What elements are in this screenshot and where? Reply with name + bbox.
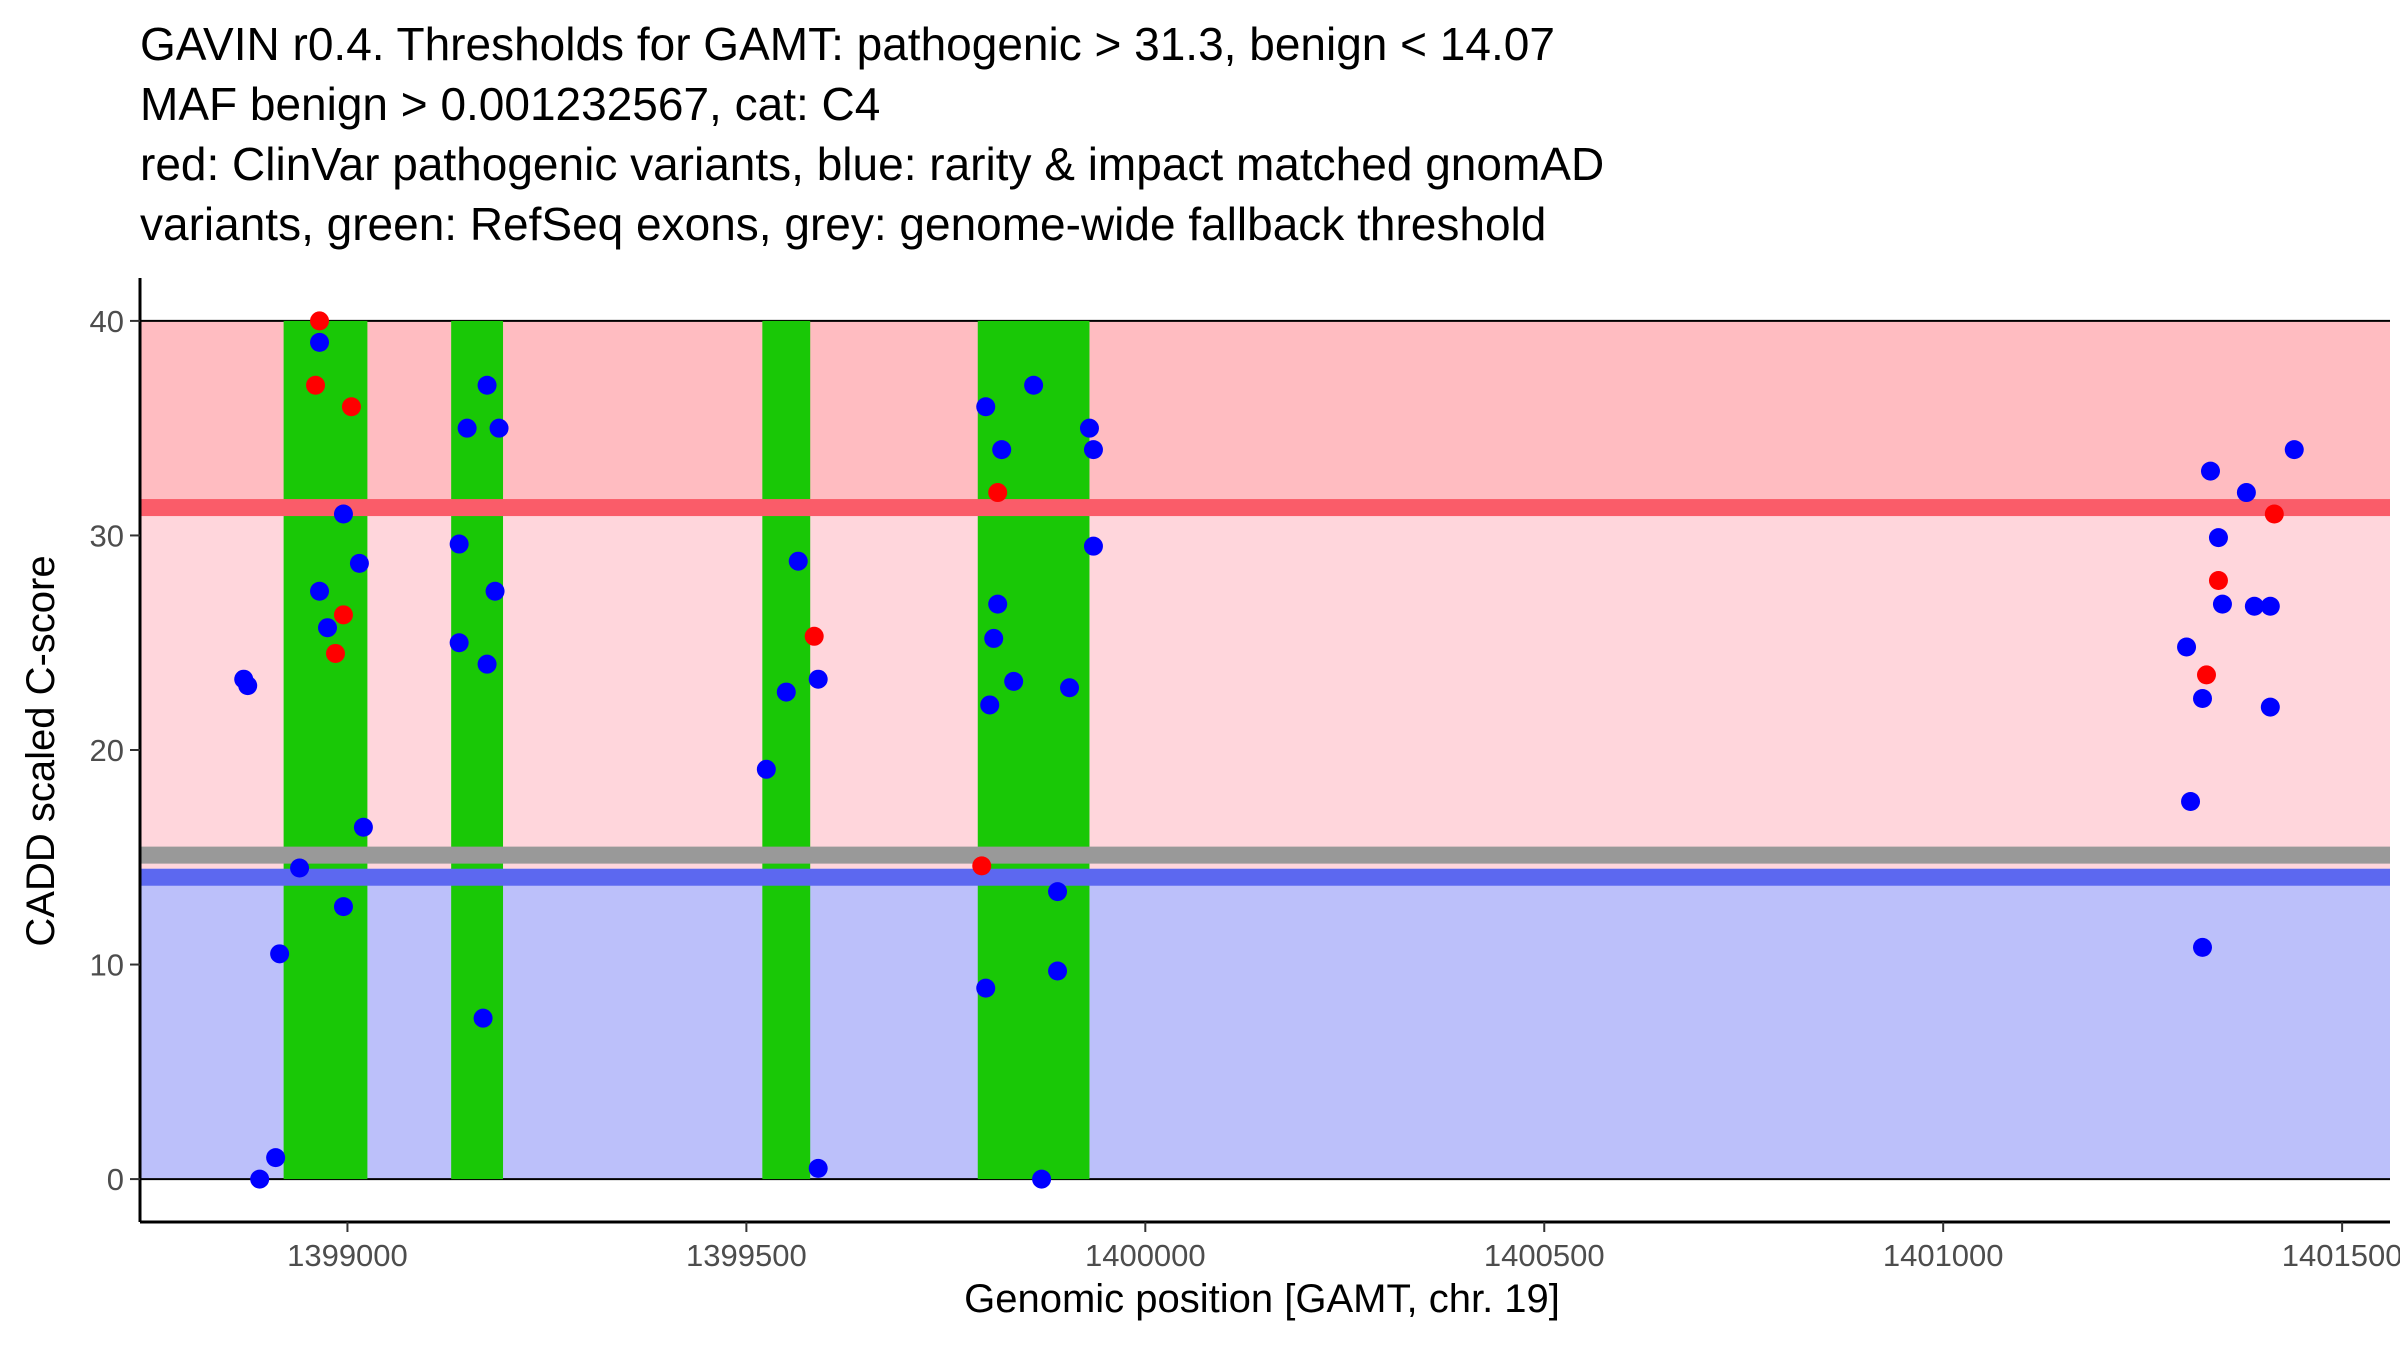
x-tick-label: 1401500 [2282,1238,2400,1273]
gnomad-point [2200,461,2220,481]
clinvar-point [2208,571,2228,591]
title-line: variants, green: RefSeq exons, grey: gen… [140,198,1547,250]
gnomad-point [485,581,505,601]
clinvar-point [306,375,326,395]
gnomad-point [2260,596,2280,616]
gnomad-point [2212,594,2232,614]
gnomad-point [353,817,373,837]
gnomad-point [2208,528,2228,548]
gnomad-point [477,654,497,674]
gnomad-point [266,1148,286,1168]
gnomad-point [1048,882,1068,902]
gnomad-point [756,759,776,779]
gnomad-point [788,551,808,571]
title-line: GAVIN r0.4. Thresholds for GAMT: pathoge… [140,18,1555,70]
gnomad-point [776,682,796,702]
gnomad-point [310,332,330,352]
gnomad-point [2236,483,2256,503]
gnomad-point [976,397,996,417]
gnomad-point [2193,689,2212,709]
exon-band [283,320,368,1180]
pathogenic-threshold-line [140,499,2390,517]
pathogenic-region [140,320,2390,508]
x-axis-label: Genomic position [GAMT, chr. 19] [964,1277,1560,1321]
gnomad-point [349,553,369,573]
gnomad-point [980,695,1000,715]
y-axis-label: CADD scaled C-score [19,555,63,946]
clinvar-point [2196,665,2216,685]
chart-title: GAVIN r0.4. Thresholds for GAMT: pathoge… [140,14,2360,254]
gnomad-point [2193,937,2212,957]
clinvar-point [341,397,361,417]
y-tick-label: 40 [90,304,124,339]
gnomad-point [457,418,477,438]
gnomad-point [2284,440,2304,460]
gnomad-point [1048,961,1068,981]
x-tick-label: 1400000 [1085,1238,1206,1273]
gnomad-point [2244,596,2264,616]
gnomad-point [808,1158,828,1178]
gnomad-point [2177,637,2197,657]
clinvar-point [2264,504,2284,524]
gnomad-point [1060,678,1080,698]
gnomad-point [992,440,1012,460]
benign-region [140,877,2390,1180]
benign-threshold-line [140,868,2390,886]
gnomad-point [250,1169,270,1189]
gnomad-point [489,418,509,438]
gnomad-point [1024,375,1044,395]
gnomad-point [477,375,497,395]
gnomad-point [1079,418,1099,438]
gnomad-point [473,1008,493,1028]
uncertain-region [140,507,2390,878]
clinvar-point [333,605,353,625]
gnomad-point [449,633,469,653]
exon-band [977,320,1090,1180]
y-tick-label: 30 [90,518,124,553]
gnomad-point [988,594,1008,614]
fallback-threshold-line [140,846,2390,864]
exon-band [451,320,504,1180]
x-tick-label: 1399000 [287,1238,408,1273]
gnomad-point [290,858,310,878]
gnomad-point [238,676,258,696]
gnomad-point [976,978,996,998]
y-tick-label: 20 [90,733,124,768]
clinvar-point [325,643,345,663]
clinvar-point [804,626,824,646]
gnomad-point [1032,1169,1052,1189]
gnomad-point [808,669,828,689]
title-line: red: ClinVar pathogenic variants, blue: … [140,138,1605,190]
gnomad-point [2181,791,2201,811]
x-tick-label: 1399500 [686,1238,807,1273]
gnomad-point [984,628,1004,648]
y-tick-label: 10 [90,948,124,983]
clinvar-point [988,483,1008,503]
gnomad-point [449,534,469,554]
clinvar-point [972,856,992,876]
gnomad-point [2260,697,2280,717]
gnomad-point [310,581,330,601]
clinvar-point [310,311,330,331]
gnomad-point [318,618,337,638]
y-tick-label: 0 [107,1162,124,1197]
gnomad-point [333,504,353,524]
exon-band [762,320,811,1180]
gnomad-point [1004,671,1024,691]
x-tick-label: 1401000 [1883,1238,2004,1273]
x-tick-label: 1400500 [1484,1238,1605,1273]
gnomad-point [333,897,353,917]
gnomad-point [1083,440,1103,460]
gnomad-point [270,944,290,964]
gnomad-point [1083,536,1103,556]
title-line: MAF benign > 0.001232567, cat: C4 [140,78,881,130]
